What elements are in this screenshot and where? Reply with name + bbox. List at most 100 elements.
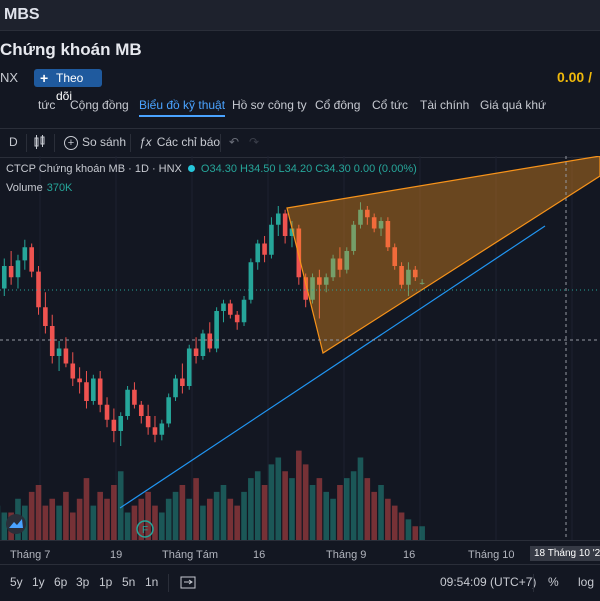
volume-bar	[289, 478, 295, 540]
candle-body	[262, 244, 267, 255]
range-3m[interactable]: 3p	[76, 575, 89, 589]
volume-bar	[317, 478, 323, 540]
volume-bar	[173, 492, 179, 540]
candle-body	[105, 405, 110, 420]
candle-body	[43, 307, 48, 326]
toolbar-divider	[220, 134, 221, 152]
volume-bar	[282, 471, 288, 540]
event-marker-label: F	[142, 525, 148, 536]
volume-bar	[241, 492, 247, 540]
candle-body	[57, 349, 62, 357]
range-1m[interactable]: 1p	[99, 575, 112, 589]
plus-circle-icon: +	[64, 136, 78, 150]
volume-bar	[392, 506, 398, 540]
candle-body	[146, 416, 151, 427]
candle-body	[9, 266, 14, 277]
volume-bar	[234, 506, 240, 540]
candle-body	[153, 427, 158, 435]
candle-body	[2, 266, 7, 289]
candle-body	[194, 349, 199, 357]
bottom-divider	[168, 574, 169, 592]
volume-bar	[365, 478, 371, 540]
range-5y[interactable]: 5y	[10, 575, 23, 589]
tab-financials[interactable]: Tài chính	[420, 98, 469, 112]
price-chart[interactable]: F	[0, 156, 600, 540]
range-5d[interactable]: 5n	[122, 575, 135, 589]
tab-price-history[interactable]: Giá quá khứ	[480, 98, 546, 112]
tab-community[interactable]: Cộng đồng	[70, 98, 129, 112]
legend-ohlc: O34.30 H34.50 L34.20 C34.30 0.00 (0.00%)	[201, 163, 417, 175]
tab-technical-chart[interactable]: Biểu đồ kỹ thuật	[139, 98, 225, 117]
volume-bar	[221, 485, 227, 540]
candle-body	[276, 214, 281, 225]
candle-body	[84, 382, 89, 401]
bottom-divider	[533, 574, 534, 592]
volume-bar	[344, 478, 350, 540]
volume-bar	[29, 492, 35, 540]
candle-body	[118, 416, 123, 431]
compare-button[interactable]: +So sánh	[64, 135, 126, 150]
candle-body	[98, 379, 103, 405]
time-axis-label: Tháng Tám	[162, 549, 218, 561]
volume-bar	[63, 492, 69, 540]
undo-icon[interactable]: ↶	[229, 135, 239, 149]
volume-bar	[111, 485, 117, 540]
candle-body	[160, 424, 165, 435]
redo-icon[interactable]: ↷	[249, 135, 259, 149]
range-1d[interactable]: 1n	[145, 575, 158, 589]
volume-bar	[36, 485, 42, 540]
candle-body	[228, 304, 233, 315]
candle-body	[180, 379, 185, 387]
volume-bar	[248, 478, 254, 540]
volume-bar	[91, 506, 97, 540]
tab-company-profile[interactable]: Hồ sơ công ty	[232, 98, 307, 112]
date-range-icon[interactable]	[180, 575, 196, 592]
plus-icon: +	[40, 69, 48, 87]
candle-body	[249, 262, 254, 300]
candle-body	[269, 225, 274, 255]
clock-time[interactable]: 09:54:09 (UTC+7)	[440, 575, 536, 589]
follow-button[interactable]: + Theo dõi	[34, 69, 102, 87]
volume-bar	[56, 506, 62, 540]
tradingview-logo-icon[interactable]	[6, 514, 26, 534]
toolbar-divider	[54, 134, 55, 152]
range-1y[interactable]: 1y	[32, 575, 45, 589]
candle-body	[29, 247, 34, 271]
log-scale-toggle[interactable]: log	[578, 575, 594, 589]
percent-scale-toggle[interactable]: %	[548, 575, 559, 589]
time-axis[interactable]: Tháng 7 19 Tháng Tám 16 Tháng 9 16 Tháng…	[0, 540, 600, 565]
indicators-label: Các chỉ báo	[157, 135, 220, 149]
volume-bar	[186, 499, 192, 540]
candle-body	[132, 390, 137, 405]
candle-body	[255, 244, 260, 263]
tab-shareholders[interactable]: Cổ đông	[315, 98, 360, 112]
exchange-label: NX	[0, 70, 18, 85]
volume-value: 370K	[47, 182, 73, 194]
volume-bar	[125, 513, 131, 541]
candle-body	[112, 420, 117, 431]
candle-body	[166, 397, 171, 423]
range-6m[interactable]: 6p	[54, 575, 67, 589]
volume-bar	[77, 499, 83, 540]
tab-news[interactable]: tức	[38, 98, 55, 112]
volume-bar	[385, 499, 391, 540]
candlestick-type-icon[interactable]	[34, 135, 46, 152]
volume-bar	[70, 513, 76, 541]
candle-body	[77, 379, 82, 383]
triangle-pattern-drawing[interactable]	[287, 156, 600, 353]
time-axis-label: Tháng 7	[10, 549, 50, 561]
volume-bar	[49, 499, 55, 540]
volume-bar	[323, 492, 329, 540]
candle-body	[91, 379, 96, 402]
tab-dividends[interactable]: Cổ tức	[372, 98, 408, 112]
volume-bar	[399, 513, 405, 541]
time-axis-label: 16	[253, 549, 265, 561]
volume-bar	[296, 451, 302, 540]
interval-button[interactable]: D	[9, 135, 18, 149]
volume-label: Volume	[6, 182, 43, 194]
volume-bar	[166, 499, 172, 540]
brand-logo-text[interactable]: MBS	[4, 6, 40, 24]
time-axis-label: 19	[110, 549, 122, 561]
